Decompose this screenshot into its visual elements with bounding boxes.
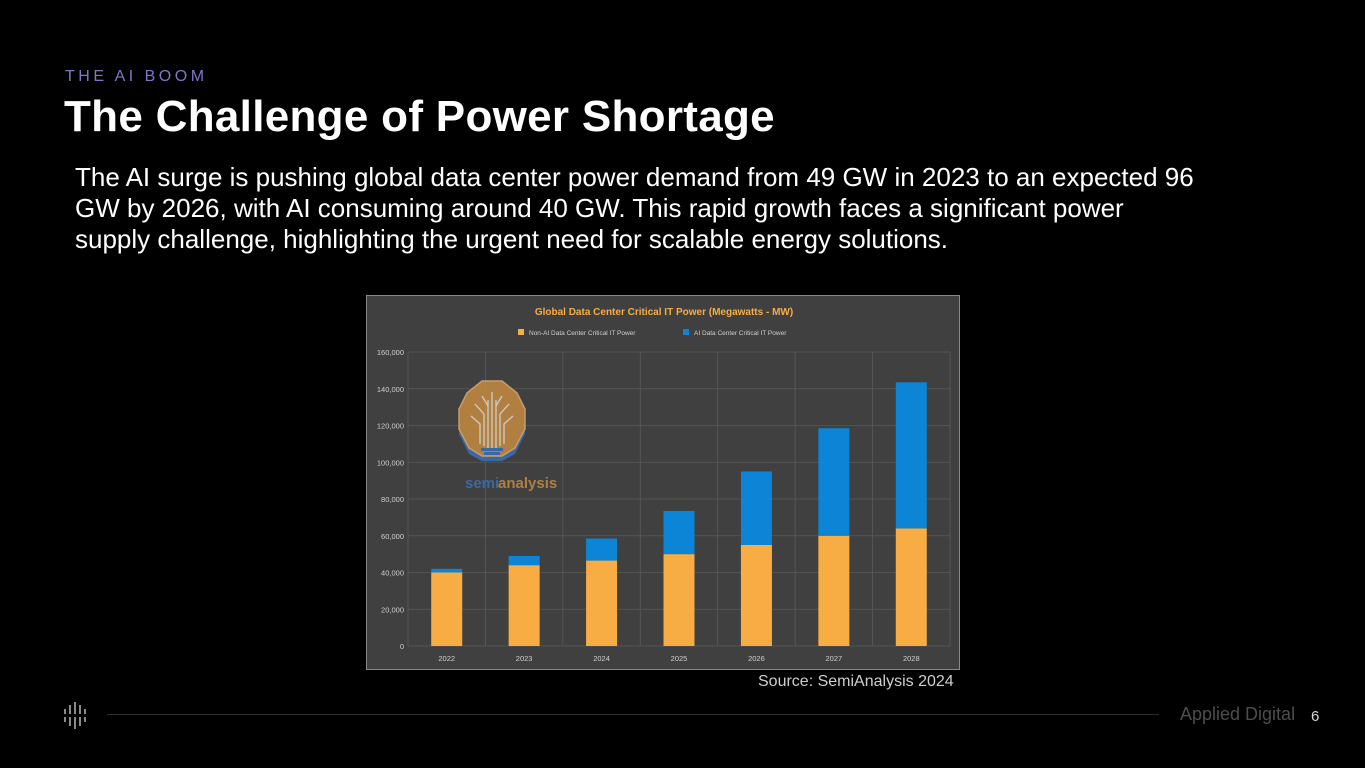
x-tick-label: 2026 (748, 654, 765, 663)
source-caption: Source: SemiAnalysis 2024 (758, 673, 954, 690)
chart-title: Global Data Center Critical IT Power (Me… (535, 307, 793, 318)
intro-paragraph: The AI surge is pushing global data cent… (75, 162, 1194, 254)
x-tick-label: 2028 (903, 654, 920, 663)
bar-ai-2026 (740, 471, 772, 545)
x-axis-ticks: 2022 2023 2024 2025 2026 2027 2028 (438, 654, 919, 663)
power-chart: Global Data Center Critical IT Power (Me… (366, 295, 960, 670)
bar-non-ai-2024 (586, 560, 618, 646)
legend-swatch-non-ai (518, 329, 524, 335)
y-tick-label: 40,000 (381, 569, 404, 578)
x-tick-label: 2024 (593, 654, 610, 663)
page-title: The Challenge of Power Shortage (64, 92, 775, 141)
bar-ai-2028 (895, 382, 927, 529)
legend-swatch-ai (683, 329, 689, 335)
bar-non-ai-2022 (431, 572, 463, 646)
x-tick-label: 2022 (438, 654, 455, 663)
page-number: 6 (1311, 708, 1320, 725)
y-tick-label: 140,000 (377, 385, 404, 394)
y-tick-label: 60,000 (381, 532, 404, 541)
bar-ai-2024 (586, 538, 618, 561)
x-tick-label: 2025 (671, 654, 688, 663)
bar-non-ai-2027 (818, 535, 850, 646)
svg-text:analysis: analysis (498, 475, 557, 492)
legend-label-ai: AI Data Center Critical IT Power (694, 330, 787, 337)
x-tick-label: 2023 (516, 654, 533, 663)
footer-brand: Applied Digital (1180, 704, 1296, 724)
bar-non-ai-2028 (895, 528, 927, 646)
bar-ai-2027 (818, 428, 850, 536)
bar-ai-2022 (431, 568, 463, 573)
svg-text:semi: semi (465, 475, 499, 492)
chart-bars (431, 382, 927, 646)
bar-ai-2023 (508, 555, 540, 566)
bar-non-ai-2025 (663, 554, 695, 646)
bar-ai-2025 (663, 510, 695, 555)
legend-label-non-ai: Non-AI Data Center Critical IT Power (529, 330, 636, 337)
y-tick-label: 100,000 (377, 458, 404, 467)
y-tick-label: 160,000 (377, 348, 404, 357)
bar-non-ai-2026 (740, 544, 772, 646)
y-tick-label: 120,000 (377, 422, 404, 431)
y-tick-label: 20,000 (381, 605, 404, 614)
bar-non-ai-2023 (508, 565, 540, 646)
y-tick-label: 0 (400, 642, 404, 651)
section-kicker: THE AI BOOM (65, 68, 208, 85)
chart-legend: Non-AI Data Center Critical IT Power AI … (518, 329, 787, 337)
chart-svg: Global Data Center Critical IT Power (Me… (377, 307, 951, 663)
x-tick-label: 2027 (826, 654, 843, 663)
footer-divider (107, 714, 1159, 715)
y-axis-ticks: 0 20,000 40,000 60,000 80,000 100,000 120,000 1… (377, 348, 404, 651)
y-tick-label: 80,000 (381, 495, 404, 504)
semianalysis-logo: semi semianalysis analysis (458, 380, 557, 492)
applied-digital-logo-icon (64, 702, 86, 729)
